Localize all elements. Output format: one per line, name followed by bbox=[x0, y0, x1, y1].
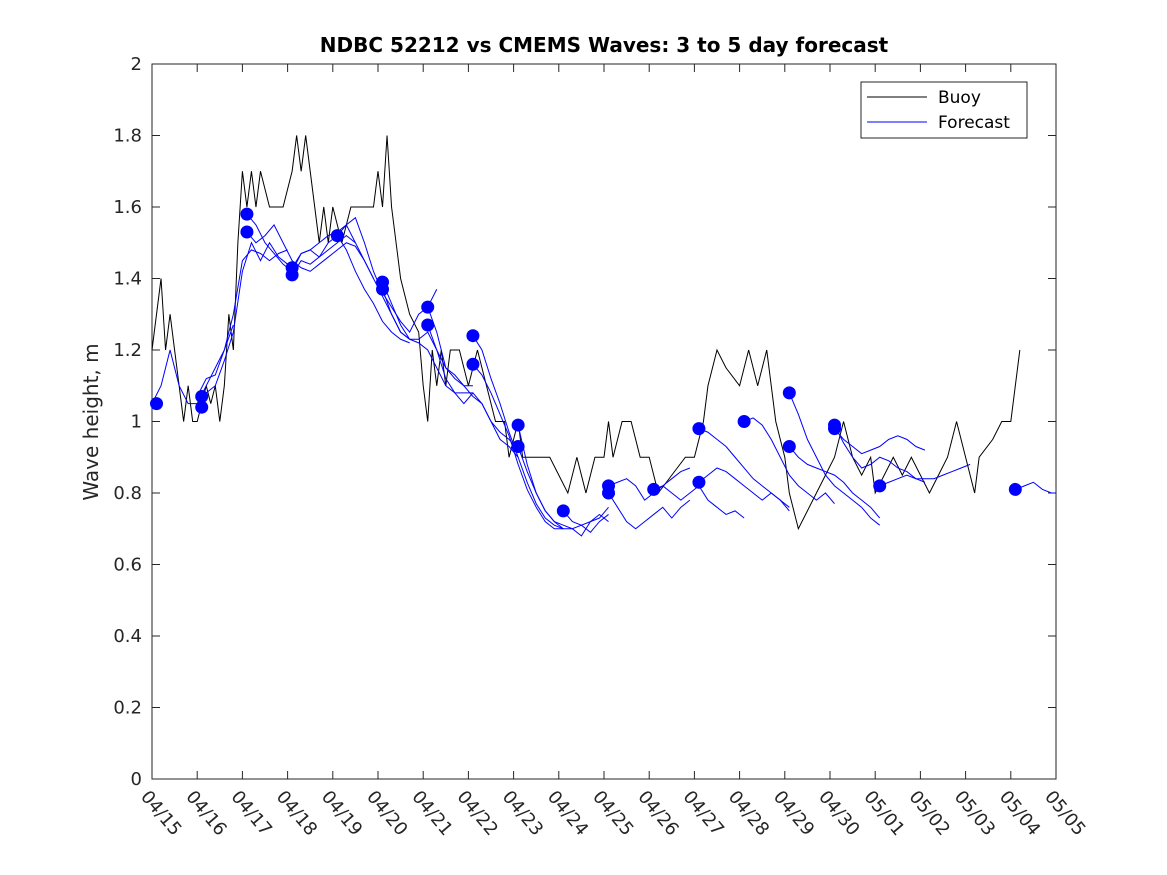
buoy-series bbox=[151, 135, 1021, 531]
forecast-marker bbox=[150, 397, 164, 411]
forecast-line bbox=[196, 249, 288, 397]
forecast-marker bbox=[421, 300, 435, 314]
y-axis-label: Wave height, m bbox=[79, 343, 103, 500]
y-tick-label: 0.2 bbox=[113, 698, 142, 719]
forecast-marker bbox=[782, 440, 796, 454]
forecast-marker bbox=[782, 386, 796, 400]
forecast-line bbox=[834, 424, 926, 483]
forecast-marker bbox=[1008, 482, 1022, 496]
y-tick-label: 1.8 bbox=[113, 126, 142, 147]
forecast-line bbox=[472, 335, 564, 530]
forecast-line bbox=[608, 467, 691, 501]
chart-title: NDBC 52212 vs CMEMS Waves: 3 to 5 day fo… bbox=[320, 33, 889, 57]
forecast-marker bbox=[466, 357, 480, 371]
forecast-marker bbox=[421, 318, 435, 332]
forecast-line bbox=[608, 492, 691, 530]
forecast-line bbox=[151, 324, 234, 405]
forecast-line bbox=[246, 223, 374, 279]
forecast-marker bbox=[195, 400, 209, 414]
legend-buoy-label: Buoy bbox=[938, 88, 981, 108]
y-tick-label: 1.2 bbox=[113, 340, 142, 361]
legend-forecast-label: Forecast bbox=[938, 113, 1010, 133]
forecast-marker bbox=[873, 479, 887, 493]
forecast-marker bbox=[330, 229, 344, 243]
forecast-line bbox=[517, 424, 609, 534]
forecast-line bbox=[382, 289, 473, 394]
legend-box bbox=[860, 81, 1028, 139]
y-tick-label: 0.8 bbox=[113, 483, 142, 504]
forecast-line bbox=[196, 241, 288, 404]
forecast-marker bbox=[511, 440, 525, 454]
forecast-marker bbox=[466, 329, 480, 343]
legend: Buoy Forecast bbox=[860, 81, 1028, 139]
forecast-line bbox=[291, 234, 410, 344]
forecast-line bbox=[788, 392, 881, 526]
forecast-marker bbox=[828, 422, 842, 436]
forecast-marker bbox=[195, 389, 209, 403]
forecast-marker bbox=[285, 268, 299, 282]
forecast-line bbox=[427, 324, 519, 451]
forecast-line bbox=[427, 306, 519, 458]
y-tick-label: 1 bbox=[131, 412, 142, 433]
y-tick-label: 1.4 bbox=[113, 269, 142, 290]
forecast-marker bbox=[737, 415, 751, 428]
y-tick-label: 2 bbox=[131, 54, 142, 75]
forecast-line bbox=[743, 417, 835, 505]
forecast-marker bbox=[602, 486, 616, 500]
forecast-line bbox=[698, 467, 790, 512]
y-tick-label: 0 bbox=[131, 769, 142, 790]
forecast-marker bbox=[240, 207, 254, 221]
forecast-line bbox=[834, 428, 926, 455]
y-tick-label: 1.6 bbox=[113, 197, 142, 218]
forecast-line bbox=[382, 281, 473, 387]
y-tick-label: 0.4 bbox=[113, 626, 142, 647]
forecast-marker bbox=[556, 504, 570, 518]
forecast-marker bbox=[692, 422, 706, 436]
forecast-line bbox=[336, 216, 438, 334]
forecast-line bbox=[472, 363, 564, 530]
forecast-marker bbox=[647, 482, 661, 496]
forecast-line bbox=[788, 446, 881, 519]
forecast-series bbox=[150, 207, 1056, 537]
forecast-line bbox=[1015, 481, 1056, 494]
buoy-line bbox=[151, 135, 1021, 531]
forecast-line bbox=[517, 446, 609, 537]
forecast-marker bbox=[692, 475, 706, 489]
forecast-marker bbox=[376, 282, 390, 296]
forecast-marker bbox=[240, 225, 254, 239]
forecast-marker bbox=[511, 418, 525, 432]
y-tick-label: 0.6 bbox=[113, 555, 142, 576]
forecast-line bbox=[879, 463, 971, 487]
forecast-line bbox=[562, 506, 609, 526]
